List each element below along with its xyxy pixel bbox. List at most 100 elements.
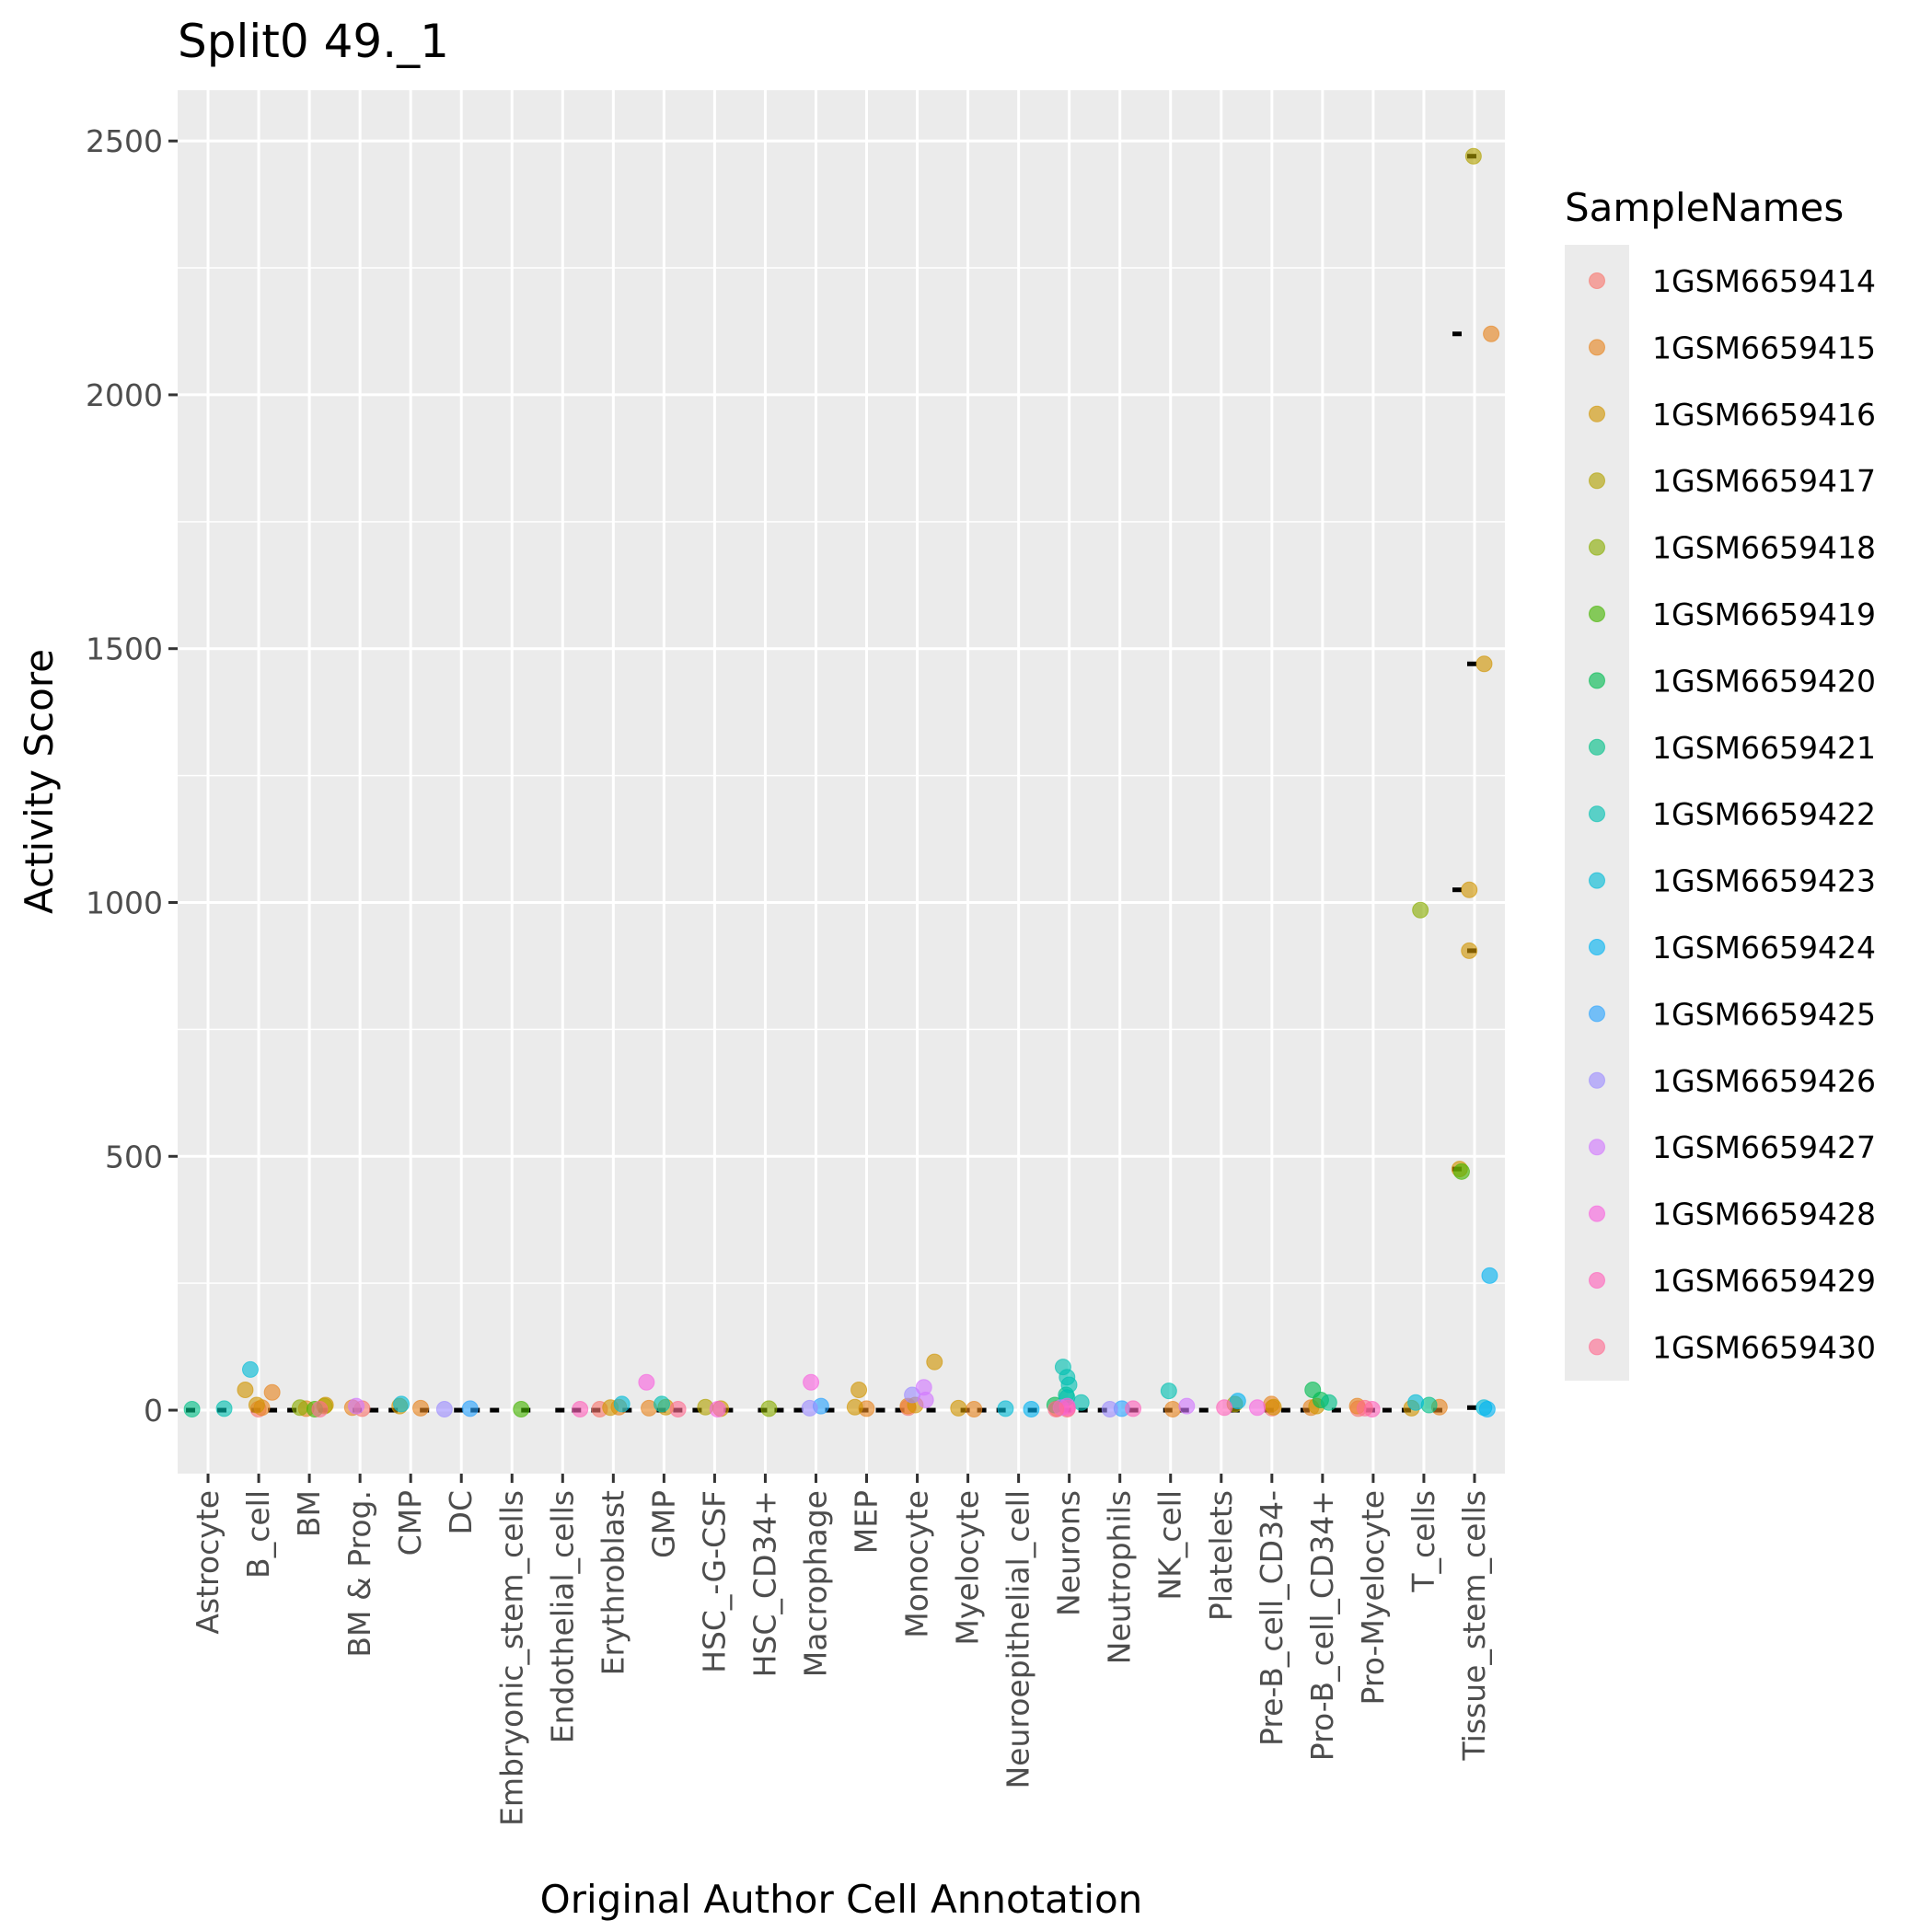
legend-key <box>1589 672 1605 689</box>
x-tick-label: Neutrophils <box>1102 1490 1138 1664</box>
x-tick-label: Monocyte <box>899 1490 935 1638</box>
x-tick-label: Pre-B_cell_CD34- <box>1254 1490 1290 1746</box>
legend-key <box>1589 738 1605 756</box>
data-point <box>1483 325 1500 342</box>
x-tick-label: Astrocyte <box>190 1490 226 1635</box>
legend: SampleNames 1GSM66594141GSM66594151GSM66… <box>1565 185 1876 1381</box>
x-tick-label: Tissue_stem_cells <box>1456 1490 1492 1761</box>
x-tick-label: Myelocyte <box>950 1490 986 1646</box>
y-tick-label: 1000 <box>86 885 163 920</box>
data-point <box>435 1400 453 1417</box>
y-tick-label: 1500 <box>86 631 163 667</box>
x-tick-label: Pro-Myelocyte <box>1355 1490 1391 1705</box>
legend-key <box>1589 1338 1605 1356</box>
legend-key <box>1589 1005 1605 1023</box>
data-point <box>1320 1394 1337 1411</box>
x-tick-label: Macrophage <box>797 1490 833 1677</box>
x-tick-label: Endothelial_cells <box>544 1490 580 1743</box>
chart-title: Split0 49._1 <box>178 15 449 68</box>
data-point <box>669 1400 687 1417</box>
data-point <box>1461 942 1478 959</box>
data-point <box>572 1400 589 1417</box>
legend-label: 1GSM6659423 <box>1652 863 1876 899</box>
data-point <box>291 1399 308 1417</box>
x-tick-label: HSC_CD34+ <box>746 1490 782 1677</box>
data-point <box>801 1399 818 1417</box>
plot-panel <box>178 90 1505 1474</box>
data-point <box>1178 1397 1196 1415</box>
data-points <box>183 147 1500 1417</box>
legend-label: 1GSM6659426 <box>1652 1063 1876 1099</box>
data-point <box>461 1400 479 1417</box>
x-tick-label: Neurons <box>1051 1490 1087 1616</box>
legend-key <box>1589 1205 1605 1222</box>
y-tick-label: 0 <box>144 1393 163 1429</box>
data-point <box>1125 1400 1142 1417</box>
data-point <box>1101 1400 1118 1417</box>
x-tick-label: B_cell <box>240 1490 276 1579</box>
data-point <box>1164 1400 1182 1417</box>
legend-label: 1GSM6659421 <box>1652 730 1876 766</box>
data-point <box>1407 1394 1425 1411</box>
legend-label: 1GSM6659425 <box>1652 996 1876 1032</box>
legend-label: 1GSM6659428 <box>1652 1197 1876 1232</box>
data-point <box>1412 901 1429 919</box>
data-point <box>709 1400 726 1417</box>
x-axis: Astrocyte B_cell BM BM & Prog. CMP DC Embryoni… <box>190 1474 1492 1826</box>
legend-key <box>1589 272 1605 289</box>
data-point <box>917 1392 934 1409</box>
data-point <box>613 1395 631 1413</box>
data-point <box>183 1400 201 1417</box>
data-point <box>393 1395 411 1413</box>
data-point <box>1160 1382 1177 1400</box>
x-tick-label: DC <box>443 1490 479 1534</box>
data-point <box>412 1399 430 1417</box>
legend-key <box>1589 405 1605 422</box>
x-tick-label: T_cells <box>1406 1490 1441 1593</box>
legend-key <box>1589 472 1605 490</box>
legend-label: 1GSM6659417 <box>1652 463 1876 499</box>
legend-key <box>1589 339 1605 356</box>
x-tick-label: NK_cell <box>1152 1490 1188 1601</box>
legend-label: 1GSM6659430 <box>1652 1329 1876 1365</box>
x-tick-label: Pro-B_cell_CD34+ <box>1304 1490 1340 1761</box>
data-point <box>513 1400 530 1417</box>
legend-items: 1GSM6659414 1GSM6659415 1GSM6659416 1GSM665… <box>1589 263 1876 1365</box>
legend-label: 1GSM6659418 <box>1652 530 1876 566</box>
legend-label: 1GSM6659415 <box>1652 330 1876 365</box>
y-tick-label: 500 <box>105 1139 163 1174</box>
data-point <box>654 1395 671 1413</box>
data-point <box>311 1400 329 1417</box>
data-point <box>263 1383 281 1401</box>
x-tick-label: GMP <box>645 1490 681 1558</box>
data-point <box>248 1396 265 1414</box>
legend-key <box>1589 872 1605 889</box>
data-point <box>1216 1399 1233 1417</box>
legend-title: SampleNames <box>1565 185 1844 230</box>
data-point <box>1047 1400 1065 1417</box>
legend-label: 1GSM6659414 <box>1652 263 1876 299</box>
data-point <box>1461 881 1478 898</box>
x-tick-label: BM <box>291 1490 327 1537</box>
y-tick-label: 2000 <box>86 377 163 413</box>
x-tick-label: Neuroepithelial_cell <box>1001 1490 1036 1789</box>
legend-label: 1GSM6659416 <box>1652 397 1876 433</box>
x-tick-label: CMP <box>392 1490 428 1556</box>
x-tick-label: MEP <box>849 1490 885 1554</box>
legend-key <box>1589 1139 1605 1156</box>
data-point <box>1229 1393 1246 1410</box>
legend-key <box>1589 1071 1605 1089</box>
data-point <box>638 1373 655 1391</box>
data-point <box>1481 1267 1498 1284</box>
legend-label: 1GSM6659419 <box>1652 596 1876 632</box>
data-point <box>348 1397 365 1415</box>
legend-label: 1GSM6659429 <box>1652 1263 1876 1299</box>
x-tick-label: Embryonic_stem_cells <box>493 1490 529 1826</box>
data-point <box>997 1400 1014 1417</box>
legend-key <box>1589 538 1605 556</box>
data-point <box>926 1353 943 1371</box>
y-tick-label: 2500 <box>86 123 163 159</box>
x-axis-title: Original Author Cell Annotation <box>540 1877 1143 1922</box>
data-point <box>950 1399 967 1417</box>
